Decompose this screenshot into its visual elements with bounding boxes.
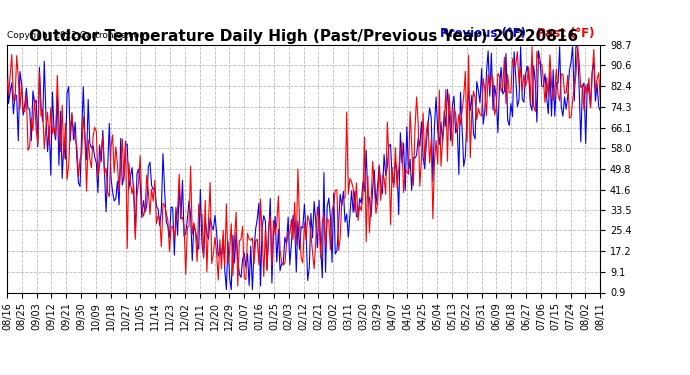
- Text: Previous (°F): Previous (°F): [440, 27, 526, 40]
- Title: Outdoor Temperature Daily High (Past/Previous Year) 20220816: Outdoor Temperature Daily High (Past/Pre…: [29, 29, 578, 44]
- Text: Past (°F): Past (°F): [537, 27, 594, 40]
- Text: Copyright 2022 Cartronics.com: Copyright 2022 Cartronics.com: [7, 31, 148, 40]
